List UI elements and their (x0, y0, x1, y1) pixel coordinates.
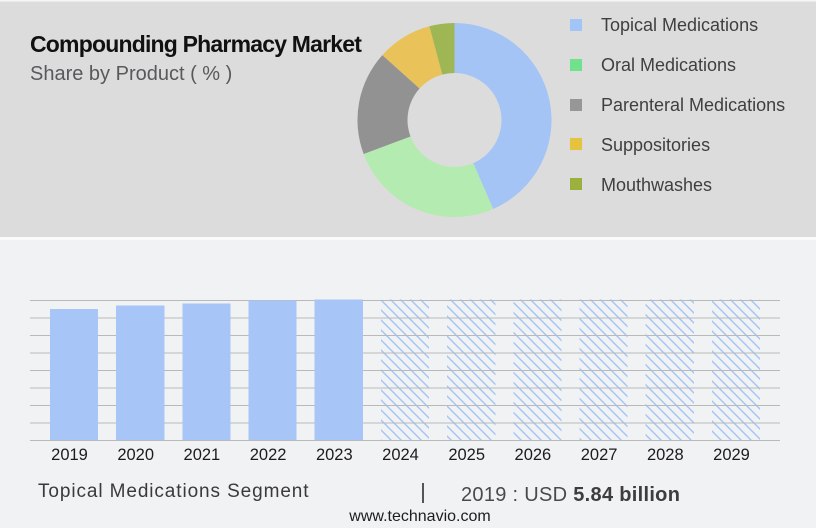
svg-text:2029: 2029 (713, 446, 750, 464)
svg-text:2025: 2025 (448, 446, 485, 464)
svg-text:2019: 2019 (51, 446, 88, 464)
svg-text:2020: 2020 (117, 446, 154, 464)
svg-text:2021: 2021 (184, 446, 221, 464)
svg-text:2028: 2028 (647, 446, 684, 464)
svg-text:2023: 2023 (316, 446, 353, 464)
svg-text:2026: 2026 (515, 446, 552, 464)
svg-text:2022: 2022 (250, 446, 287, 464)
svg-text:2024: 2024 (382, 446, 419, 464)
svg-text:2027: 2027 (581, 446, 618, 464)
